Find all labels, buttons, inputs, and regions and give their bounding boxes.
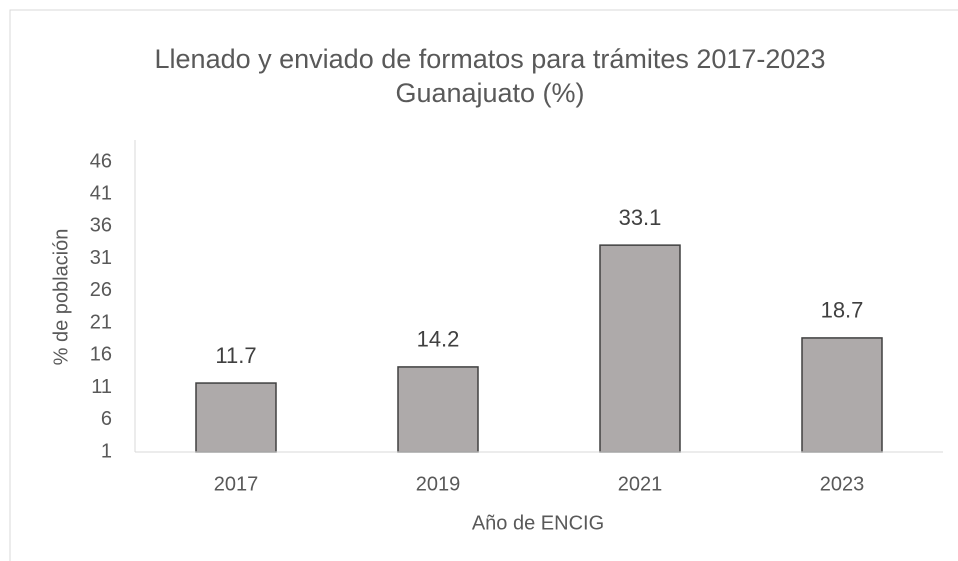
bar: [801, 337, 883, 453]
chart-title: Llenado y enviado de formatos para trámi…: [154, 44, 826, 108]
chart-frame: [9, 9, 958, 561]
y-tick-label: 1: [101, 440, 112, 462]
y-tick-label: 26: [90, 279, 112, 301]
bar: [397, 366, 479, 453]
data-label: 33.1: [619, 205, 662, 230]
x-tick-label: 2017: [214, 473, 259, 495]
y-tick-label: 31: [90, 247, 112, 269]
y-tick-label: 36: [90, 215, 112, 237]
y-tick-label: 41: [90, 183, 112, 205]
y-tick-label: 16: [90, 344, 112, 366]
x-tick-label: 2021: [618, 473, 663, 495]
bar: [599, 244, 681, 453]
data-label: 11.7: [215, 343, 256, 368]
y-tick-label: 6: [101, 408, 112, 430]
bar: [195, 382, 277, 453]
x-tick-label: 2019: [416, 473, 461, 495]
y-axis-label: % de población: [50, 229, 72, 366]
x-tick-label: 2023: [820, 473, 865, 495]
y-tick-label: 46: [90, 150, 112, 172]
data-label: 18.7: [821, 298, 864, 323]
y-tick-label: 11: [91, 376, 112, 398]
x-axis-label: Año de ENCIG: [472, 512, 604, 534]
data-label: 14.2: [417, 327, 460, 352]
y-tick-label: 21: [90, 311, 112, 333]
